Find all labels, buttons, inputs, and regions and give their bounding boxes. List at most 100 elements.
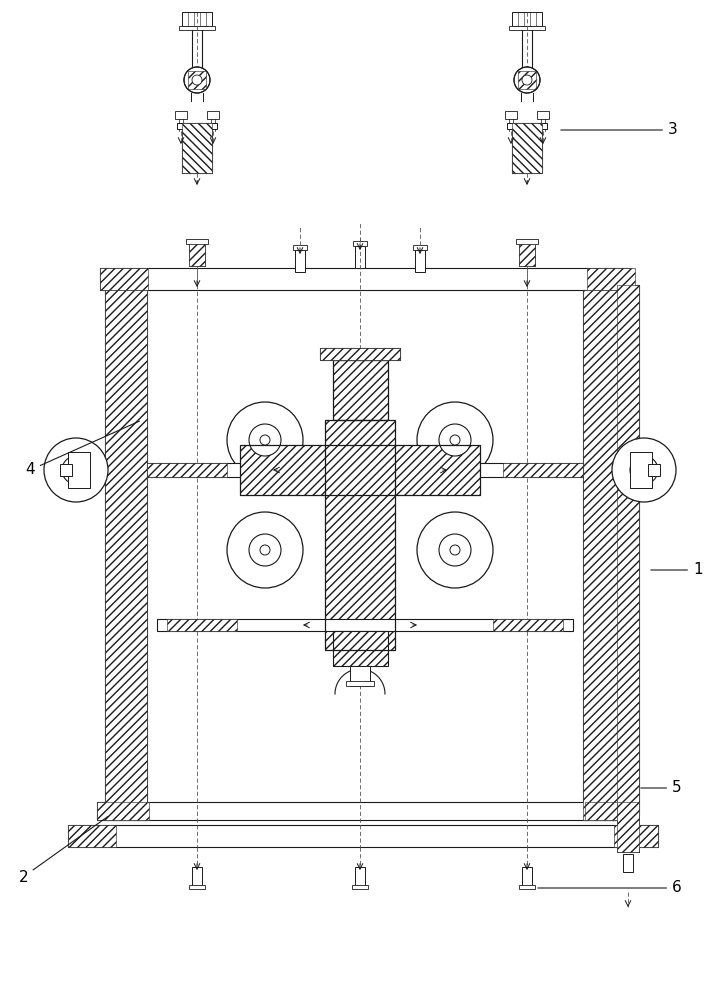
Bar: [617, 802, 639, 852]
Bar: [522, 867, 532, 887]
Bar: [518, 71, 536, 89]
Circle shape: [514, 67, 540, 93]
Circle shape: [227, 512, 303, 588]
Circle shape: [439, 534, 471, 566]
Bar: [325, 420, 395, 650]
Bar: [648, 464, 660, 476]
Bar: [617, 285, 639, 815]
Bar: [68, 825, 116, 847]
Bar: [320, 348, 400, 360]
Bar: [97, 802, 149, 820]
Bar: [583, 290, 625, 820]
Bar: [192, 867, 202, 887]
Circle shape: [249, 534, 281, 566]
Circle shape: [417, 402, 493, 478]
Bar: [617, 802, 639, 852]
Bar: [503, 463, 583, 477]
Bar: [614, 825, 658, 847]
Circle shape: [522, 75, 532, 85]
Bar: [207, 111, 219, 119]
Bar: [188, 71, 206, 89]
Circle shape: [260, 435, 270, 445]
Bar: [189, 244, 205, 266]
Bar: [68, 452, 90, 488]
Bar: [167, 619, 237, 631]
Bar: [157, 619, 573, 631]
Bar: [105, 290, 147, 820]
Bar: [333, 631, 387, 666]
Bar: [60, 464, 72, 476]
Bar: [333, 631, 387, 666]
Bar: [186, 239, 208, 244]
Circle shape: [249, 424, 281, 456]
Bar: [189, 244, 205, 266]
Circle shape: [44, 438, 108, 502]
Bar: [97, 802, 633, 820]
Bar: [509, 26, 545, 30]
Bar: [355, 867, 365, 887]
Bar: [512, 12, 542, 26]
Circle shape: [417, 512, 493, 588]
Bar: [177, 123, 217, 129]
Bar: [182, 123, 212, 173]
Bar: [295, 250, 305, 272]
Bar: [352, 885, 368, 889]
Bar: [519, 244, 535, 266]
Bar: [587, 268, 635, 290]
Text: 1: 1: [651, 562, 703, 578]
Bar: [630, 452, 652, 488]
Bar: [175, 111, 187, 119]
Bar: [623, 854, 633, 872]
Bar: [350, 666, 370, 686]
Bar: [333, 360, 387, 420]
Bar: [189, 885, 205, 889]
Bar: [240, 445, 480, 495]
Bar: [293, 245, 307, 250]
Bar: [182, 123, 212, 173]
Bar: [493, 619, 563, 631]
Bar: [68, 825, 658, 847]
Bar: [585, 802, 637, 820]
Bar: [415, 250, 425, 272]
Circle shape: [227, 402, 303, 478]
Bar: [346, 681, 374, 686]
Bar: [100, 268, 630, 290]
Bar: [147, 463, 583, 477]
Bar: [512, 123, 542, 173]
Circle shape: [450, 545, 460, 555]
Circle shape: [192, 75, 202, 85]
Bar: [353, 241, 367, 246]
Bar: [325, 420, 395, 650]
Text: 5: 5: [641, 780, 682, 796]
Bar: [617, 285, 639, 815]
Bar: [179, 26, 215, 30]
Circle shape: [612, 438, 676, 502]
Bar: [147, 463, 227, 477]
Bar: [182, 12, 212, 26]
Circle shape: [62, 456, 90, 484]
Bar: [519, 885, 535, 889]
Bar: [105, 290, 147, 820]
Bar: [240, 445, 480, 495]
Bar: [583, 290, 625, 820]
Circle shape: [630, 456, 658, 484]
Text: 3: 3: [561, 122, 678, 137]
Bar: [333, 360, 387, 420]
Bar: [413, 245, 427, 250]
Bar: [320, 348, 400, 360]
Bar: [516, 239, 538, 244]
Bar: [507, 123, 547, 129]
Circle shape: [439, 424, 471, 456]
Circle shape: [450, 435, 460, 445]
Text: 2: 2: [19, 817, 108, 884]
Bar: [519, 244, 535, 266]
Bar: [100, 268, 148, 290]
Bar: [355, 246, 365, 268]
Text: 6: 6: [538, 880, 682, 896]
Bar: [505, 111, 517, 119]
Text: 4: 4: [25, 421, 140, 478]
Circle shape: [260, 545, 270, 555]
Bar: [537, 111, 549, 119]
Circle shape: [184, 67, 210, 93]
Bar: [512, 123, 542, 173]
